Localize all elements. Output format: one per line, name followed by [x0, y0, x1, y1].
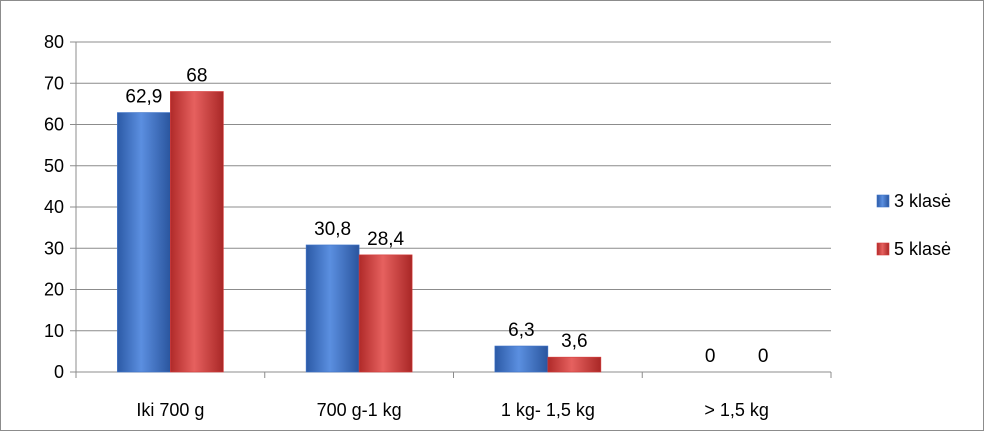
bar-series-2 [547, 356, 602, 373]
y-tick-label: 40 [44, 197, 64, 217]
data-labels: 62,9 68 30,8 28,4 6,3 3,6 0 0 [125, 66, 768, 368]
data-label: 62,9 [125, 87, 162, 108]
legend-label: 5 klasė [894, 239, 951, 259]
data-label: 30,8 [314, 219, 351, 240]
bar-series-2 [170, 91, 224, 373]
bar-series-1 [117, 112, 171, 373]
y-tick-label: 50 [44, 156, 64, 176]
x-tick-label: > 1,5 kg [704, 400, 769, 420]
y-tick-label: 80 [44, 32, 64, 52]
y-tick-label: 0 [54, 362, 64, 382]
legend-swatch [876, 194, 890, 208]
data-label: 68 [186, 66, 207, 87]
bar-series-1 [305, 244, 360, 373]
legend: 3 klasė 5 klasė [876, 191, 951, 259]
y-tick-label: 60 [44, 115, 64, 135]
x-tick-label: 1 kg- 1,5 kg [501, 400, 595, 420]
data-label: 28,4 [367, 229, 404, 250]
legend-swatch [876, 242, 890, 256]
data-label: 3,6 [561, 331, 587, 352]
y-tick-label: 70 [44, 73, 64, 93]
y-tick-label: 20 [44, 280, 64, 300]
data-label: 6,3 [508, 320, 534, 341]
bar-series-2 [358, 254, 413, 373]
data-label: 0 [705, 346, 716, 367]
x-tick-label: Iki 700 g [136, 400, 204, 420]
bars [117, 91, 602, 373]
y-tick-label: 10 [44, 321, 64, 341]
bar-series-1 [494, 345, 549, 373]
legend-label: 3 klasė [894, 191, 951, 211]
axes: 0 10 20 30 40 50 60 70 80 Iki 700 g 700 g-1 kg 1 kg… [44, 32, 832, 420]
data-label: 0 [758, 346, 769, 367]
y-tick-label: 30 [44, 238, 64, 258]
x-tick-label: 700 g-1 kg [317, 400, 402, 420]
